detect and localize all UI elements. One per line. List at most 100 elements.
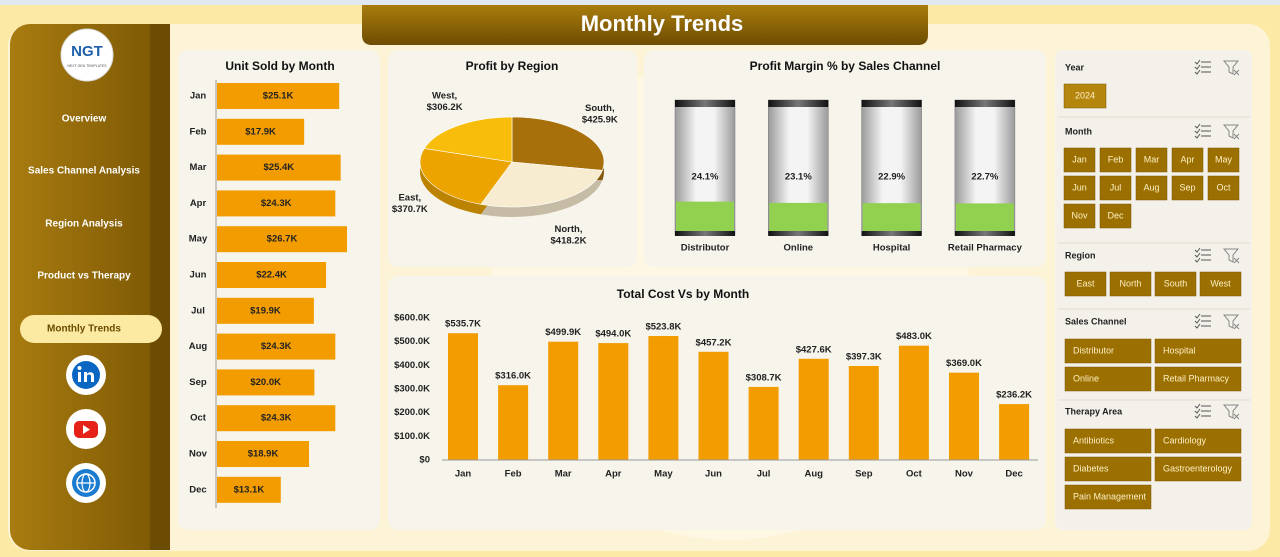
slicer-button[interactable] xyxy=(1064,271,1107,297)
slicer-item[interactable]: Antibiotics xyxy=(1073,435,1115,445)
slicer-item[interactable]: Distributor xyxy=(1073,345,1114,355)
bar xyxy=(848,365,879,460)
slicer-button[interactable] xyxy=(1154,271,1197,297)
nav-item[interactable]: Monthly Trends xyxy=(47,324,121,335)
slicer-button[interactable] xyxy=(1099,203,1132,229)
slicer-item[interactable]: Gastroenterology xyxy=(1163,463,1233,473)
slicer-button[interactable] xyxy=(1154,366,1242,392)
slicer-item[interactable]: Diabetes xyxy=(1073,463,1109,473)
y-tick-label: Jun xyxy=(190,270,207,281)
nav-item[interactable]: Overview xyxy=(62,114,107,125)
slicer-item[interactable]: South xyxy=(1164,278,1188,288)
slicer-button[interactable] xyxy=(1154,428,1242,454)
logo-text: NGT xyxy=(71,43,103,60)
clear-filter-icon[interactable] xyxy=(1222,314,1240,330)
multi-select-icon[interactable] xyxy=(1194,403,1211,419)
icon-check xyxy=(1194,408,1201,414)
youtube-icon[interactable] xyxy=(66,409,106,449)
slicer-item[interactable]: Nov xyxy=(1071,210,1088,220)
icon-x xyxy=(1233,323,1240,330)
slicer-button[interactable] xyxy=(1064,456,1152,482)
nav-item[interactable]: Product vs Therapy xyxy=(37,271,131,282)
slicer-button[interactable] xyxy=(1099,147,1132,173)
multi-select-icon[interactable] xyxy=(1194,313,1211,329)
nav-item[interactable]: Region Analysis xyxy=(45,219,123,230)
slicer-item[interactable]: Cardiology xyxy=(1163,435,1207,445)
website-icon[interactable] xyxy=(66,463,106,503)
multi-select-icon[interactable] xyxy=(1194,123,1211,139)
data-label: $397.3K xyxy=(846,351,882,362)
slicer-item[interactable]: Feb xyxy=(1108,154,1124,164)
bar xyxy=(448,333,478,460)
chart-title: Total Cost Vs by Month xyxy=(617,287,749,301)
slicer-title: Sales Channel xyxy=(1065,316,1127,326)
slicer-item[interactable]: Hospital xyxy=(1163,345,1196,355)
data-label: $369.0K xyxy=(946,358,982,369)
slicer-item[interactable]: Sep xyxy=(1179,182,1195,192)
slicer-item[interactable]: Mar xyxy=(1144,154,1160,164)
slicer-item[interactable]: Dec xyxy=(1107,210,1124,220)
slicer-item[interactable]: Jun xyxy=(1072,182,1087,192)
slicer-button[interactable] xyxy=(1171,147,1204,173)
slicer-item[interactable]: Apr xyxy=(1180,154,1194,164)
data-label: $494.0K xyxy=(595,329,631,340)
slicer-item[interactable]: Jan xyxy=(1072,154,1087,164)
slicer-button[interactable] xyxy=(1207,147,1240,173)
clear-filter-icon[interactable] xyxy=(1222,404,1240,420)
slicer-item[interactable]: 2024 xyxy=(1075,90,1095,100)
slicer-button[interactable] xyxy=(1064,428,1152,454)
slicer-button[interactable] xyxy=(1171,175,1204,201)
slicer-button[interactable] xyxy=(1063,203,1096,229)
data-label: $24.3K xyxy=(261,198,292,209)
pie-slice xyxy=(511,116,605,171)
slicer-item[interactable]: East xyxy=(1076,278,1095,288)
slicer-button[interactable] xyxy=(1099,175,1132,201)
chart-title: Profit Margin % by Sales Channel xyxy=(750,59,941,73)
slicer-button[interactable] xyxy=(1063,175,1096,201)
icon-x xyxy=(1233,133,1240,140)
charts: Unit Sold by Month Jan $25.1K Feb $17.9K Mar $… xyxy=(189,59,1038,508)
slicer-button[interactable] xyxy=(1109,271,1152,297)
slicer-button[interactable] xyxy=(1207,175,1240,201)
icon-x xyxy=(1233,413,1240,420)
icon-check xyxy=(1194,323,1201,329)
multi-select-icon[interactable] xyxy=(1194,247,1211,263)
slicer-item[interactable]: Retail Pharmacy xyxy=(1163,373,1230,383)
slicer-item[interactable]: Jul xyxy=(1110,182,1122,192)
slicer-button[interactable] xyxy=(1064,484,1152,510)
slicer-item[interactable]: Online xyxy=(1073,373,1099,383)
slicer-button[interactable] xyxy=(1154,456,1242,482)
slicer-item[interactable]: May xyxy=(1215,154,1233,164)
slicer-button[interactable] xyxy=(1064,338,1152,364)
clear-filter-icon[interactable] xyxy=(1222,124,1240,140)
x-tick-label: Jul xyxy=(757,469,771,480)
slicer-item[interactable]: West xyxy=(1210,278,1231,288)
slicer-item[interactable]: Pain Management xyxy=(1073,491,1147,501)
slicer-button[interactable] xyxy=(1135,175,1168,201)
nav-item[interactable]: Sales Channel Analysis xyxy=(28,166,140,177)
bar xyxy=(217,190,336,217)
y-tick-label: May xyxy=(189,234,208,245)
data-label: $236.2K xyxy=(996,390,1032,401)
icon-funnel xyxy=(1222,124,1240,139)
slicer-item[interactable]: Aug xyxy=(1143,182,1159,192)
bar xyxy=(698,351,729,460)
y-tick-label: $200.0K xyxy=(394,407,430,418)
multi-select-icon[interactable] xyxy=(1194,59,1211,75)
data-label: $20.0K xyxy=(250,377,281,388)
slicer-item[interactable]: Oct xyxy=(1216,182,1231,192)
y-tick-label: Jan xyxy=(190,91,207,102)
linkedin-icon[interactable] xyxy=(66,355,106,395)
category: West xyxy=(432,90,455,101)
data-label: $18.9K xyxy=(248,449,279,460)
data-label: $316.0K xyxy=(495,371,531,382)
slicer-button[interactable] xyxy=(1063,147,1096,173)
slicer-button[interactable] xyxy=(1064,366,1152,392)
clear-filter-icon[interactable] xyxy=(1222,60,1240,76)
slicer-button[interactable] xyxy=(1154,338,1242,364)
slicer-item[interactable]: North xyxy=(1119,278,1141,288)
slicer-button[interactable] xyxy=(1063,83,1107,109)
slicer-button[interactable] xyxy=(1199,271,1242,297)
clear-filter-icon[interactable] xyxy=(1222,248,1240,264)
slicer-button[interactable] xyxy=(1135,147,1168,173)
